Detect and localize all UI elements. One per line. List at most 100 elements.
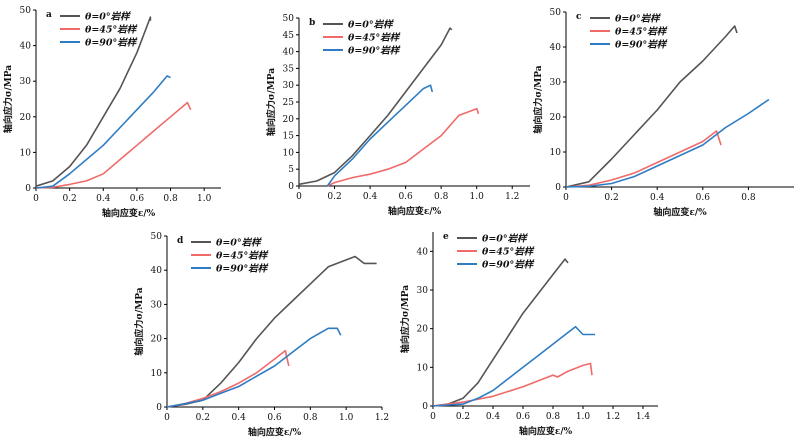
y-tick-label: 45	[283, 31, 295, 41]
legend-label-0: θ=0°岩样	[85, 11, 131, 23]
panel-letter: a	[46, 10, 52, 20]
legend-label-1: θ=45°岩样	[615, 26, 668, 38]
x-tick-label: 0	[33, 194, 39, 204]
series-line-1	[166, 349, 290, 408]
y-axis-label: 轴向应力σ/MPa	[399, 285, 411, 353]
panel-b: 0 0.2 0.4 0.6 0.8 1.0 1.2 0 5 10 15 20 25 30 35 40 45 50 轴…	[265, 14, 530, 217]
legend-label-0: θ=0°岩样	[216, 237, 262, 249]
y-tick-label: 20	[20, 113, 32, 123]
legend-label-1: θ=45°岩样	[85, 24, 138, 36]
legend-label-2: θ=90°岩样	[85, 37, 138, 49]
legend-label-1: θ=45°岩样	[348, 32, 401, 44]
y-tick-label: 20	[550, 113, 562, 123]
y-tick-label: 10	[550, 148, 562, 158]
x-tick-label: 0	[430, 412, 436, 422]
y-tick-label: 5	[288, 165, 294, 175]
y-tick-label: 50	[151, 232, 163, 242]
series-line-0	[432, 258, 569, 407]
y-tick-label: 20	[417, 325, 429, 335]
series-line-1	[432, 362, 593, 407]
x-tick-label: 0.6	[516, 412, 531, 422]
x-axis-label: 轴向应变ε/%	[653, 206, 707, 218]
x-tick-label: 0.4	[363, 192, 378, 202]
y-tick-label: 25	[283, 98, 295, 108]
panel-d: 0 0.2 0.4 0.6 0.8 1.0 1.2 0 10 20 30 40 50 轴向应变ε/% 轴向应…	[133, 232, 389, 438]
panel-letter: b	[309, 18, 315, 28]
y-tick-label: 15	[283, 132, 295, 142]
x-tick-label: 1.2	[606, 412, 620, 422]
y-axis-label: 轴向应力σ/MPa	[532, 65, 544, 133]
y-tick-label: 20	[151, 335, 163, 345]
x-tick-label: 1.0	[197, 194, 212, 204]
y-tick-label: 0	[25, 184, 31, 194]
series-line-2	[565, 98, 770, 188]
y-axis-label: 轴向应力σ/MPa	[265, 68, 277, 136]
x-tick-label: 1.0	[576, 412, 591, 422]
x-tick-label: 1.0	[339, 413, 354, 423]
x-tick-label: 0.4	[486, 412, 501, 422]
y-tick-label: 20	[283, 115, 295, 125]
legend-label-2: θ=90°岩样	[615, 39, 668, 51]
panel-letter: c	[576, 12, 582, 22]
x-tick-label: 0.4	[650, 193, 665, 203]
legend-label-0: θ=0°岩样	[348, 19, 394, 31]
series-line-0	[35, 16, 152, 187]
y-tick-label: 10	[283, 148, 295, 158]
y-tick-label: 35	[283, 64, 295, 74]
y-axis-label: 轴向应力σ/MPa	[133, 287, 145, 355]
y-tick-label: 10	[151, 369, 163, 379]
y-tick-label: 30	[20, 77, 32, 87]
x-tick-label: 1.2	[375, 413, 389, 423]
series-line-2	[166, 327, 342, 408]
y-tick-label: 40	[283, 48, 295, 58]
x-tick-label: 0.4	[96, 194, 111, 204]
series-line-0	[565, 25, 738, 188]
x-tick-label: 0	[296, 192, 302, 202]
x-tick-label: 0.2	[327, 192, 341, 202]
y-tick-label: 0	[288, 182, 294, 192]
x-tick-label: 0	[563, 193, 569, 203]
x-tick-label: 0.6	[267, 413, 282, 423]
panel-letter: e	[443, 232, 449, 242]
y-tick-label: 0	[555, 183, 561, 193]
y-tick-label: 50	[283, 14, 295, 24]
x-tick-label: 0.2	[62, 194, 76, 204]
x-tick-label: 0.6	[130, 194, 145, 204]
legend-label-1: θ=45°岩样	[482, 246, 535, 258]
y-tick-label: 40	[20, 42, 32, 52]
x-tick-label: 1.0	[470, 192, 485, 202]
panel-letter: d	[177, 236, 184, 246]
x-axis-label: 轴向应变ε/%	[519, 425, 573, 437]
x-axis-label: 轴向应变ε/%	[102, 207, 156, 219]
y-tick-label: 10	[20, 148, 32, 158]
x-tick-label: 0.2	[456, 412, 470, 422]
panel-c: 0 0.2 0.4 0.6 0.8 0 10 20 30 40 50 轴向应变ε/% 轴向应力σ/MPa…	[532, 8, 794, 218]
panel-e: 0 0.2 0.4 0.6 0.8 1.0 1.2 1.4 0 10 20 30 40 轴向应变ε/% 轴向…	[399, 232, 658, 437]
x-tick-label: 0.6	[696, 193, 711, 203]
y-tick-label: 40	[151, 266, 163, 276]
x-axis-label: 轴向应变ε/%	[248, 426, 302, 438]
y-tick-label: 30	[283, 81, 295, 91]
y-tick-label: 40	[417, 247, 429, 257]
series-line-0	[166, 255, 377, 408]
series-line-1	[327, 107, 480, 187]
x-tick-label: 0.8	[546, 412, 561, 422]
x-tick-label: 0.8	[303, 413, 318, 423]
x-tick-label: 0.2	[196, 413, 210, 423]
y-tick-label: 30	[417, 286, 429, 296]
y-tick-label: 0	[422, 402, 428, 412]
y-tick-label: 30	[550, 78, 562, 88]
legend-label-2: θ=90°岩样	[348, 45, 401, 57]
series-line-2	[326, 84, 434, 187]
x-tick-label: 1.2	[505, 192, 519, 202]
y-tick-label: 40	[550, 43, 562, 53]
y-tick-label: 10	[417, 363, 429, 373]
y-axis-label: 轴向应力σ/MPa	[2, 65, 14, 133]
y-tick-label: 0	[156, 403, 162, 413]
series-line-1	[35, 101, 192, 189]
x-tick-label: 0.2	[604, 193, 618, 203]
series-line-0	[298, 27, 453, 186]
x-axis-label: 轴向应变ε/%	[388, 205, 442, 217]
legend-label-1: θ=45°岩样	[216, 250, 269, 262]
